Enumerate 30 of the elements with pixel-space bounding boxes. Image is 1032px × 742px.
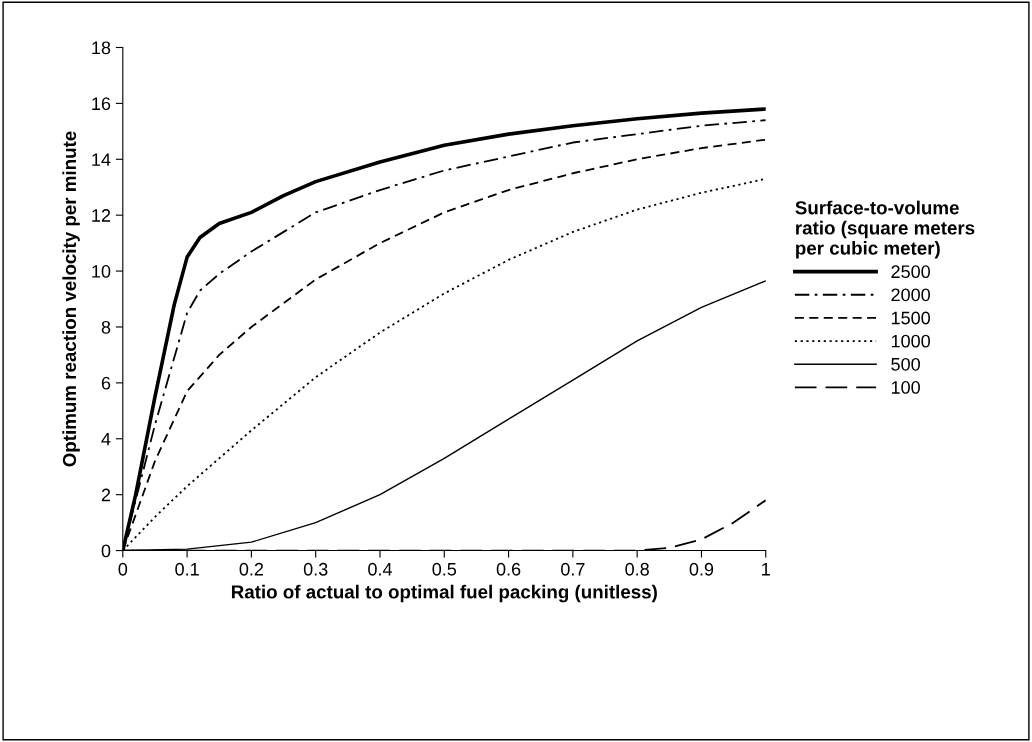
legend-label: 100 [891, 381, 920, 394]
y-tick-label: 18 [92, 41, 111, 55]
legend-label: 2500 [891, 265, 931, 279]
legend-label: 2000 [891, 288, 931, 302]
x-tick-label: 0.2 [239, 562, 264, 576]
y-tick-label: 2 [101, 488, 111, 502]
x-tick-label: 0.5 [432, 562, 457, 576]
x-tick-label: 0.7 [561, 562, 585, 576]
y-tick-label: 16 [92, 97, 111, 111]
y-tick-label: 14 [92, 153, 111, 166]
y-axis-title: Optimum reaction velocity per minute [62, 131, 80, 467]
x-tick-label: 0.8 [625, 562, 649, 576]
x-tick-label: 0.3 [303, 562, 328, 576]
legend-label: 1000 [891, 334, 931, 348]
legend-title: Surface-to-volume ratio (square meters per cubic meter) [795, 200, 975, 259]
x-tick-label: 0.1 [175, 562, 199, 576]
x-tick-label: 0 [118, 562, 128, 576]
x-tick-label: 0.4 [368, 562, 392, 576]
legend-label: 500 [891, 357, 920, 371]
x-axis-title: Ratio of actual to optimal fuel packing (unitless) [231, 584, 657, 603]
y-tick-label: 12 [92, 209, 111, 222]
x-tick-label: 1 [762, 563, 770, 576]
y-tick-label: 4 [101, 432, 111, 446]
legend-label: 1500 [891, 311, 931, 325]
y-tick-label: 0 [101, 544, 111, 558]
x-tick-label: 0.9 [689, 562, 714, 576]
y-tick-label: 8 [101, 320, 111, 334]
y-tick-label: 10 [92, 265, 111, 278]
x-tick-label: 0.6 [496, 562, 521, 576]
y-tick-label: 6 [101, 376, 111, 390]
